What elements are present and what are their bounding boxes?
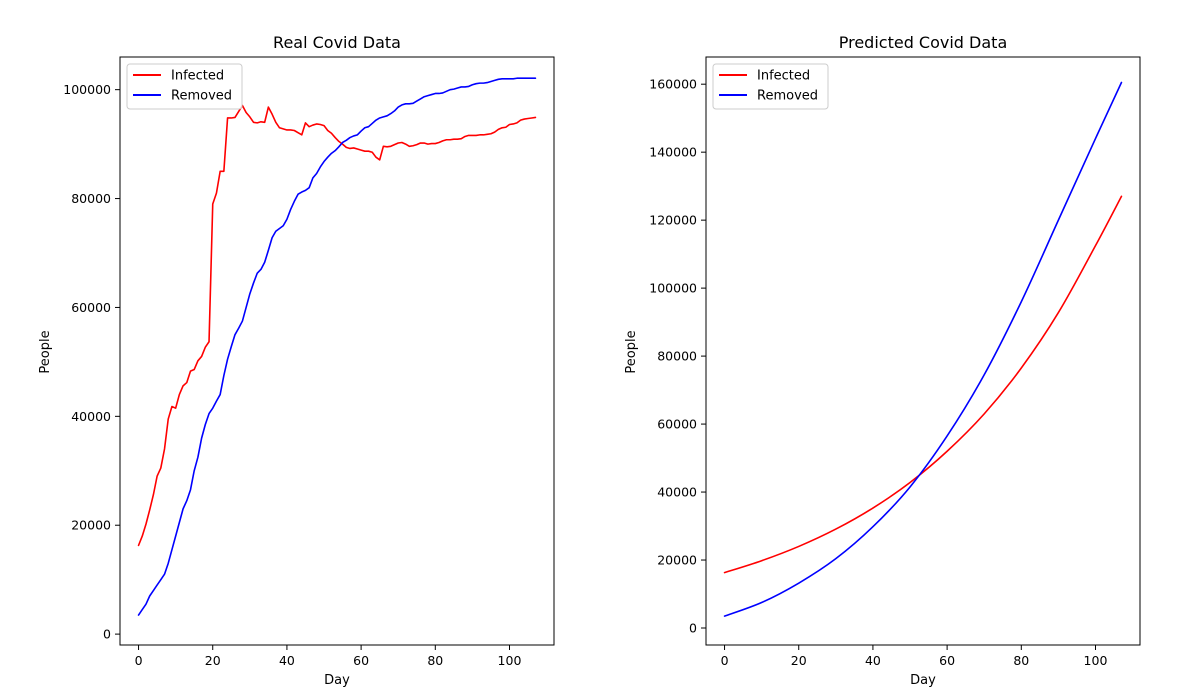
chart-title: Real Covid Data xyxy=(273,33,401,52)
y-tick-label: 40000 xyxy=(71,409,111,424)
plot-area: 0 20 40 60 80 100 0 20000 40000 60000 80000 100000 xyxy=(63,56,555,668)
x-tick-label: 80 xyxy=(1013,653,1029,668)
legend: Infected Removed xyxy=(126,63,243,110)
x-axis-label: Day xyxy=(324,673,350,688)
x-tick-label: 0 xyxy=(135,653,143,668)
x-axis-label: Day xyxy=(910,673,936,688)
y-tick-label: 0 xyxy=(689,621,697,636)
series-line-infected xyxy=(723,195,1123,574)
x-tick-label: 20 xyxy=(791,653,807,668)
legend-label-infected: Infected xyxy=(757,69,810,84)
x-tick-label: 100 xyxy=(498,653,522,668)
y-tick-label: 140000 xyxy=(649,145,697,160)
legend-label-removed: Removed xyxy=(757,89,818,104)
y-tick-label: 160000 xyxy=(649,77,697,92)
axes-frame xyxy=(705,56,1141,646)
y-axis-label: People xyxy=(624,330,639,373)
x-tick-label: 40 xyxy=(279,653,295,668)
x-tick-label: 60 xyxy=(353,653,369,668)
x-tick-label: 80 xyxy=(427,653,443,668)
series-line-removed xyxy=(137,77,537,616)
real-covid-chart: Real Covid Data 0 20 40 60 80 100 0 20000 40000 6… xyxy=(38,33,555,688)
axes-frame xyxy=(119,56,555,646)
y-tick-label: 60000 xyxy=(71,300,111,315)
legend: Infected Removed xyxy=(712,63,829,110)
x-tick-label: 60 xyxy=(939,653,955,668)
y-tick-label: 100000 xyxy=(649,281,697,296)
y-axis-label: People xyxy=(38,330,53,373)
y-tick-label: 40000 xyxy=(657,485,697,500)
x-tick-label: 0 xyxy=(721,653,729,668)
y-tick-label: 60000 xyxy=(657,417,697,432)
y-tick-label: 120000 xyxy=(649,213,697,228)
series-line-removed xyxy=(723,81,1123,617)
y-tick-label: 20000 xyxy=(657,553,697,568)
predicted-covid-chart: Predicted Covid Data 0 20 40 60 80 100 0 20000 4… xyxy=(624,33,1141,688)
y-tick-label: 80000 xyxy=(657,349,697,364)
series-line-infected xyxy=(137,104,537,547)
y-tick-label: 100000 xyxy=(63,82,111,97)
chart-title: Predicted Covid Data xyxy=(839,33,1008,52)
legend-label-infected: Infected xyxy=(171,69,224,84)
legend-label-removed: Removed xyxy=(171,89,232,104)
x-tick-label: 100 xyxy=(1084,653,1108,668)
x-tick-label: 20 xyxy=(205,653,221,668)
y-tick-label: 20000 xyxy=(71,518,111,533)
y-tick-label: 0 xyxy=(103,627,111,642)
y-tick-label: 80000 xyxy=(71,191,111,206)
plot-area: 0 20 40 60 80 100 0 20000 40000 60000 80000 100000 1… xyxy=(649,56,1141,668)
x-tick-label: 40 xyxy=(865,653,881,668)
